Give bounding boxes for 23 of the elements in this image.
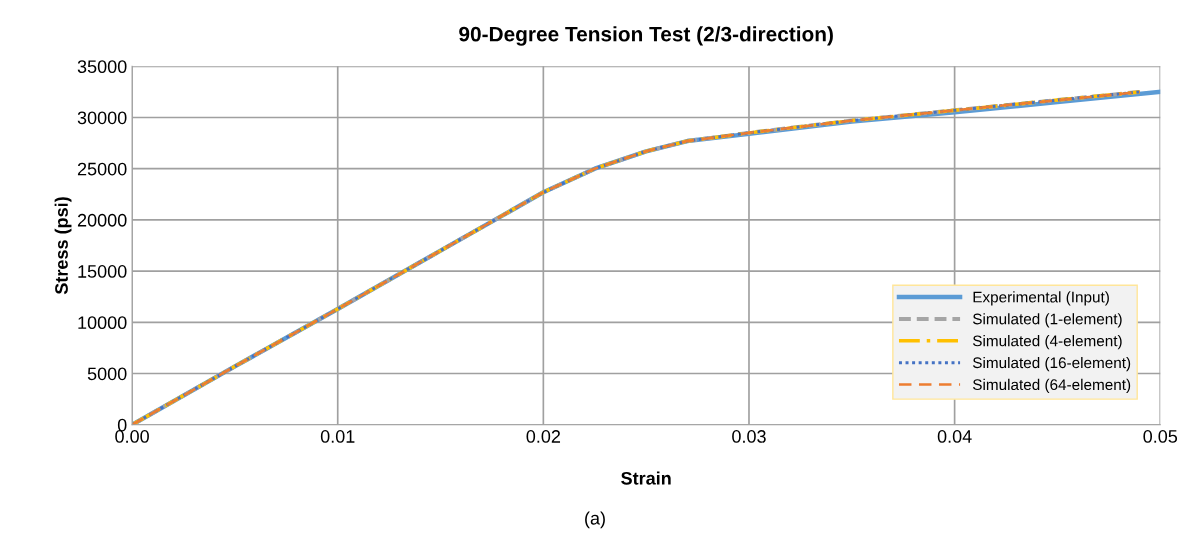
legend-label: Simulated (4-element) (972, 335, 1122, 350)
y-axis-title: Stress (psi) (54, 197, 72, 295)
x-tick-label: 0.05 (1143, 430, 1178, 443)
y-tick-label: 10000 (78, 316, 127, 330)
x-tick-label: 0.01 (320, 430, 355, 443)
x-tick-label: 0.02 (526, 430, 561, 443)
y-tick-label: 35000 (77, 60, 127, 74)
y-tick-label: 20000 (77, 213, 127, 227)
y-tick-label: 0 (117, 418, 127, 432)
text: (a) (585, 511, 605, 529)
y-tick-label: 25000 (77, 162, 127, 176)
legend-label: Experimental (Input) (973, 291, 1109, 306)
y-tick-label: 15000 (78, 265, 127, 278)
x-tick-label: 0.04 (937, 430, 972, 443)
y-tick-label: 5000 (87, 367, 127, 381)
x-tick-label: 0.00 (115, 430, 149, 443)
legend-label: Simulated (1-element) (972, 313, 1122, 328)
legend-label: Simulated (16-element) (972, 356, 1131, 372)
y-tick-label: 30000 (77, 111, 127, 125)
x-tick-label: 0.03 (732, 430, 766, 443)
x-axis-title: Strain (621, 471, 671, 485)
legend-label: Simulated (64-element) (972, 378, 1131, 394)
chart-title: 90-Degree Tension Test (2/3-direction) (459, 26, 833, 46)
